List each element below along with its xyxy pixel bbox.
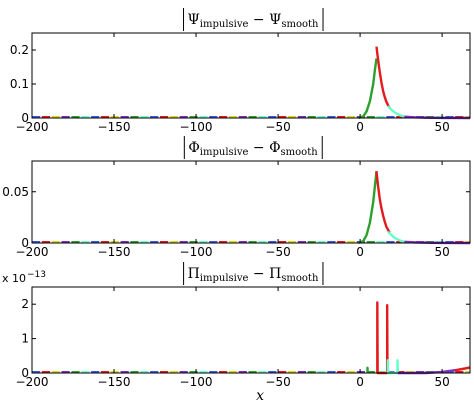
x-tick-label: −200	[16, 375, 49, 389]
x-tick-label: −150	[98, 120, 131, 134]
panel-title: Πimpulsive − Πsmooth	[188, 266, 319, 284]
y-exponent-label: x 10−13	[2, 270, 46, 285]
x-tick-label: 0	[356, 120, 364, 134]
x-tick-label: −200	[16, 120, 49, 134]
series-line-5	[455, 366, 471, 372]
x-tick-label: −50	[265, 120, 290, 134]
x-tick-label: −100	[180, 120, 213, 134]
panel-title: Ψimpulsive − Ψsmooth	[188, 12, 320, 30]
panel-1: −200 −150 −100 −50 0 50 0 0.1 0.2 Ψimpulsive − Ψs…	[10, 8, 471, 134]
axes-box	[31, 160, 471, 244]
series-line-3	[387, 230, 405, 243]
series-line-2	[376, 301, 389, 375]
series-line-2	[375, 46, 391, 109]
panel-2: −200 −150 −100 −50 0 50 0 0.05 Φimpulsive − Φsmo…	[2, 136, 471, 259]
x-tick-label: 50	[434, 120, 449, 134]
x-axis-label: x	[256, 388, 264, 402]
y-tick-label: 1	[21, 332, 29, 346]
x-tick-label: −150	[98, 375, 131, 389]
x-tick-label: −150	[98, 245, 131, 259]
y-tick-label: 0.2	[10, 43, 29, 57]
y-tick-label: 0.05	[2, 185, 29, 199]
y-tick-label: 0	[21, 236, 29, 250]
panel-title: Φimpulsive − Φsmooth	[188, 140, 318, 158]
x-tick-label: −200	[16, 245, 49, 259]
y-tick-label: 0	[21, 366, 29, 380]
x-tick-label: −100	[180, 245, 213, 259]
x-tick-label: −100	[180, 375, 213, 389]
series-line-2	[375, 171, 391, 234]
panel-3: −200 −150 −100 −50 0 50 0 1 2 x 10−13 Πimpulsive −…	[2, 262, 471, 402]
x-tick-label: 50	[434, 245, 449, 259]
series-line-1	[357, 171, 378, 245]
series-line-3	[387, 105, 405, 118]
x-tick-label: −50	[265, 245, 290, 259]
series-line-1	[358, 58, 378, 120]
y-tick-label: 0	[21, 111, 29, 125]
y-tick-label: 2	[21, 297, 29, 311]
x-tick-label: 0	[356, 245, 364, 259]
x-tick-label: 50	[434, 375, 449, 389]
axes-box	[31, 32, 471, 119]
y-tick-label: 0.1	[10, 77, 29, 91]
axes-box	[31, 286, 471, 374]
x-tick-label: −50	[265, 375, 290, 389]
x-tick-label: 0	[356, 375, 364, 389]
